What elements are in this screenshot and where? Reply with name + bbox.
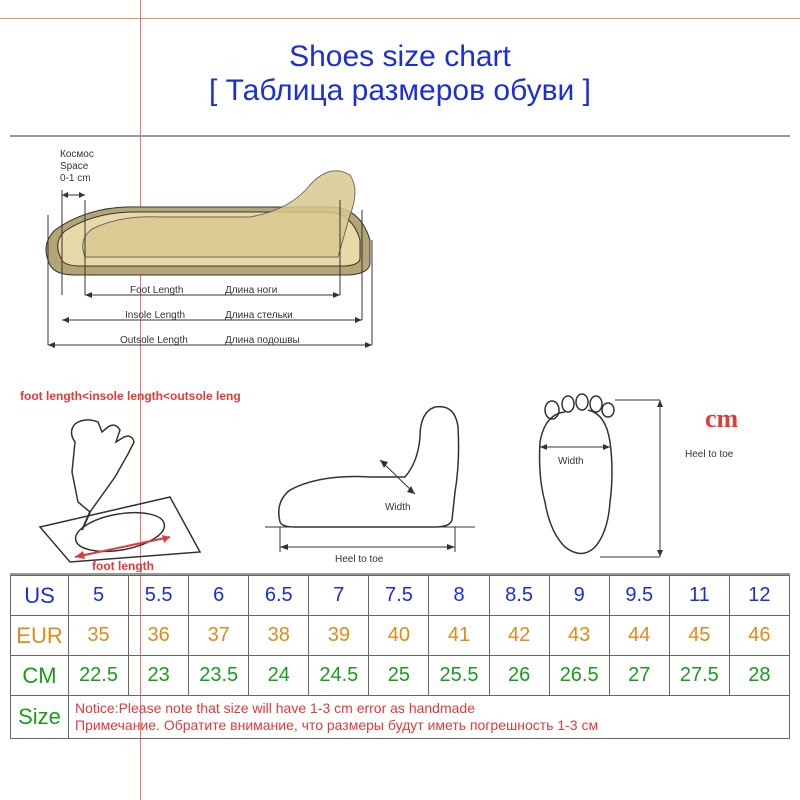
shoe-diagram: Космос Space 0-1 cm	[30, 145, 420, 375]
svg-text:Heel to toe: Heel to toe	[685, 449, 734, 460]
title: Shoes size chart	[0, 40, 800, 74]
svg-text:Длина стельки: Длина стельки	[225, 310, 293, 321]
row-notice: Size Notice:Please note that size will h…	[11, 696, 790, 739]
row-cm: CM 22.5 23 23.5 24 24.5 25 25.5 26 26.5 …	[11, 656, 790, 696]
svg-text:Width: Width	[385, 502, 411, 513]
svg-text:Outsole Length: Outsole Length	[120, 335, 188, 346]
size-header: Size	[11, 696, 69, 739]
size-table: US 5 5.5 6 6.5 7 7.5 8 8.5 9 9.5 11 12 E…	[10, 575, 790, 739]
svg-text:foot length: foot length	[92, 559, 154, 572]
svg-text:0-1 cm: 0-1 cm	[60, 173, 91, 184]
svg-text:foot length<insole length<outs: foot length<insole length<outsole length	[20, 389, 240, 403]
notice-cell: Notice:Please note that size will have 1…	[69, 696, 790, 739]
title-block: Shoes size chart [ Таблица размеров обув…	[0, 40, 800, 108]
svg-text:Heel to toe: Heel to toe	[335, 554, 384, 565]
svg-text:Космос: Космос	[60, 149, 94, 160]
foot-side-diagram: Width Heel to toe	[260, 392, 480, 572]
eur-header: EUR	[11, 616, 69, 656]
svg-text:cm: cm	[705, 404, 739, 433]
svg-text:Space: Space	[60, 161, 89, 172]
size-chart: Shoes size chart [ Таблица размеров обув…	[0, 0, 800, 800]
svg-text:Длина ноги: Длина ноги	[225, 285, 277, 296]
svg-text:Длина подошвы: Длина подошвы	[225, 335, 300, 346]
svg-text:Foot Length: Foot Length	[130, 285, 183, 296]
subtitle: [ Таблица размеров обуви ]	[0, 74, 800, 108]
svg-text:Width: Width	[558, 456, 584, 467]
measurement-figures: foot length<insole length<outsole length…	[10, 382, 800, 577]
foot-trace-diagram: foot length<insole length<outsole length…	[20, 382, 240, 572]
diagram-area: Космос Space 0-1 cm	[10, 135, 790, 575]
notice-en: Notice:Please note that size will have 1…	[75, 700, 783, 717]
footprint-diagram: Width cm Heel to toe	[510, 392, 790, 572]
cm-header: CM	[11, 656, 69, 696]
us-header: US	[11, 576, 69, 616]
row-us: US 5 5.5 6 6.5 7 7.5 8 8.5 9 9.5 11 12	[11, 576, 790, 616]
row-eur: EUR 35 36 37 38 39 40 41 42 43 44 45 46	[11, 616, 790, 656]
svg-text:Insole Length: Insole Length	[125, 310, 185, 321]
notice-ru: Примечание. Обратите внимание, что разме…	[75, 717, 783, 734]
